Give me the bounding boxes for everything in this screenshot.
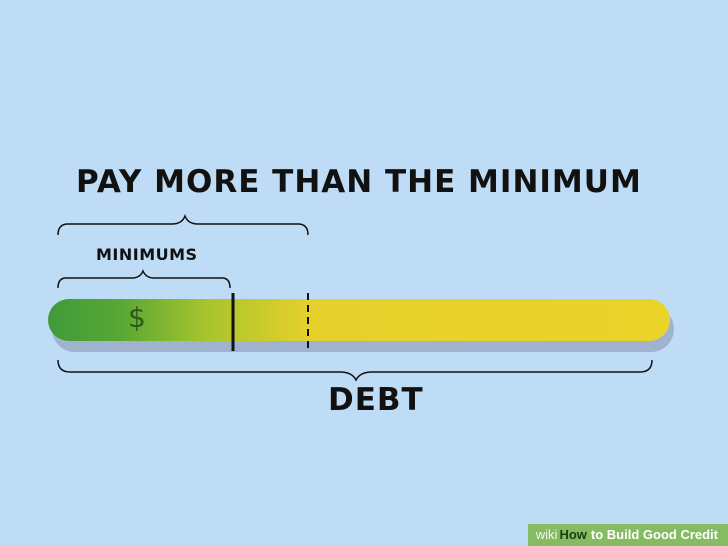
minimums-label: MINIMUMS <box>96 245 198 264</box>
watermark-wiki: wiki <box>535 527 558 542</box>
heading-pay-more: PAY MORE THAN THE MINIMUM <box>76 164 642 200</box>
debt-brace <box>57 359 653 382</box>
debt-bar <box>48 299 670 341</box>
watermark-article-title: to Build Good Credit <box>590 527 718 542</box>
wikihow-watermark: wiki How to Build Good Credit <box>527 524 728 546</box>
watermark-how: How <box>559 527 587 542</box>
debt-label: DEBT <box>328 382 424 418</box>
minimums-brace <box>57 269 231 289</box>
pay-more-brace <box>57 213 309 236</box>
dollar-sign-icon: $ <box>128 301 146 334</box>
